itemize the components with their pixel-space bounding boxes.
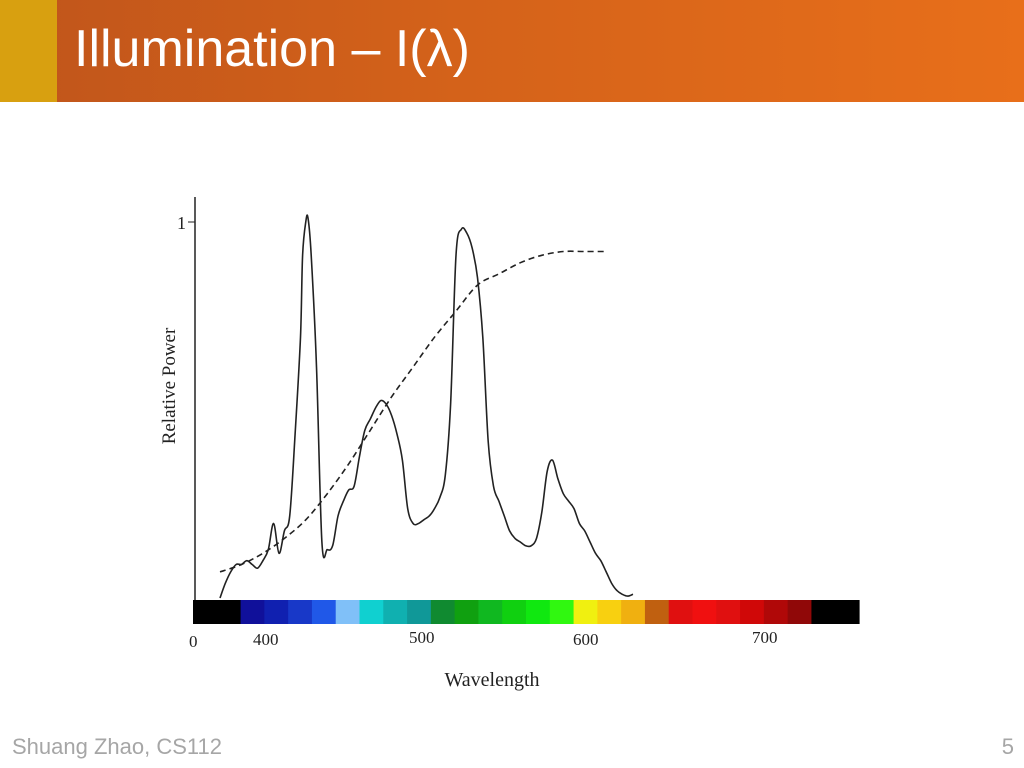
spectrum-cell <box>644 600 670 624</box>
spectrum-cell <box>549 600 575 624</box>
slide-title: Illumination – I(λ) <box>74 20 470 78</box>
x-tick-400-label: 400 <box>253 630 279 649</box>
spectrum-cell <box>240 600 265 624</box>
page-number: 5 <box>1001 734 1014 759</box>
spectrum-cell <box>430 600 456 624</box>
x-axis-title: Wavelength <box>444 669 539 691</box>
spectrum-cell <box>573 600 598 624</box>
x-tick-500-label: 500 <box>409 628 435 647</box>
x-tick-700-label: 700 <box>752 628 778 647</box>
spectrum-cell <box>407 600 432 624</box>
spectrum-cell <box>193 600 218 624</box>
spectrum-cell <box>835 600 860 624</box>
spectrum-cell <box>811 600 836 624</box>
y-tick-1-label: 1 <box>177 213 186 233</box>
x-tick-0-label: 0 <box>189 632 198 651</box>
series-dashed-line <box>219 250 607 573</box>
spectrum-cell <box>668 600 694 624</box>
spectrum-cell <box>264 600 289 624</box>
spectrum-cell <box>787 600 813 624</box>
spectrum-cell <box>335 600 361 624</box>
spectrum-cell <box>478 600 503 624</box>
spectrum-cell <box>621 600 646 624</box>
spectrum-cell <box>383 600 408 624</box>
spectrum-cell <box>716 600 741 624</box>
spectrum-cell <box>740 600 765 624</box>
footer-author: Shuang Zhao, CS112 <box>12 734 222 759</box>
x-tick-600-label: 600 <box>573 630 599 649</box>
spectrum-cell <box>502 600 527 624</box>
spectrum-cell <box>311 600 337 624</box>
spectrum-cell <box>763 600 789 624</box>
spectrum-bar <box>193 600 860 624</box>
spectrum-cell <box>526 600 551 624</box>
y-axis-title: Relative Power <box>159 327 180 444</box>
spectrum-cell <box>454 600 480 624</box>
spectrum-cell <box>692 600 717 624</box>
spectrum-cell <box>597 600 622 624</box>
title-bar <box>0 0 1024 102</box>
series-layer <box>219 214 634 599</box>
series-solid-line <box>219 214 634 599</box>
title-accent <box>0 0 57 102</box>
spectrum-cell <box>216 600 242 624</box>
spectrum-cell <box>288 600 313 624</box>
spectrum-cell <box>359 600 384 624</box>
